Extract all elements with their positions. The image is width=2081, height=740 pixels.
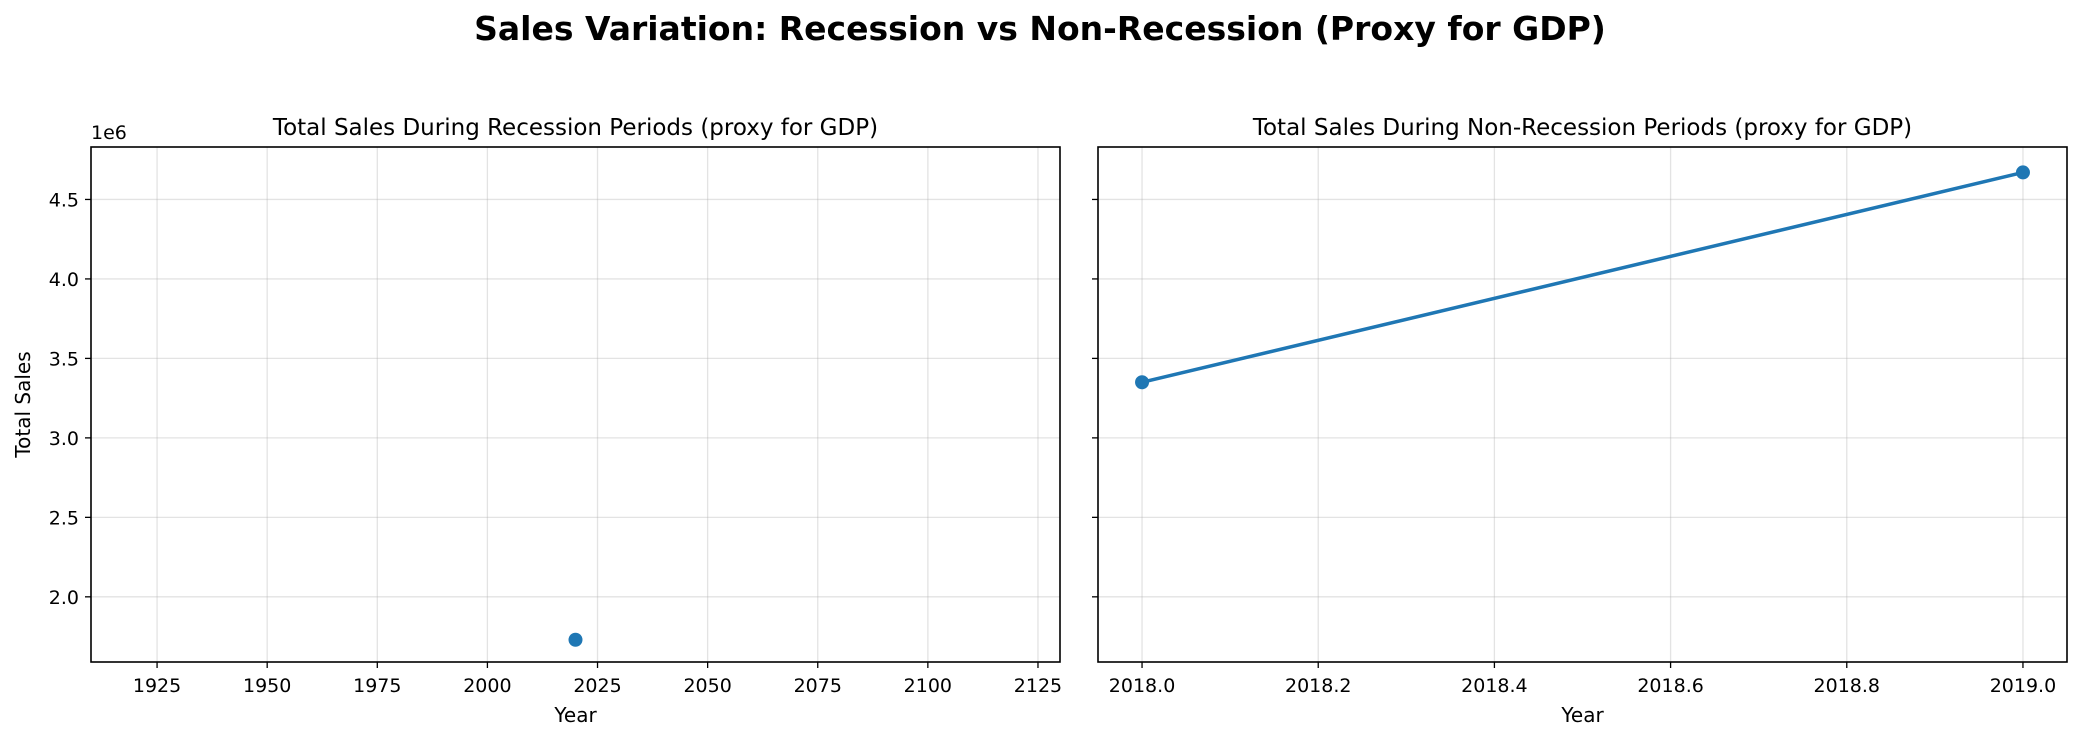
axes-frame	[1097, 146, 2068, 663]
chart-panel-1: 1925 1950 1975 2000 2025 2050 2075 2100 2125 2.0 2…	[11, 115, 1062, 727]
y-tick-label: 2.5	[49, 507, 79, 529]
y-offset-label: 1e6	[91, 122, 127, 144]
figure-title: Sales Variation: Recession vs Non-Recess…	[474, 9, 1606, 48]
x-tick-label: 2000	[463, 675, 511, 697]
x-tick-label: 2018.4	[1461, 675, 1527, 697]
x-tick-label: 2019.0	[1990, 675, 2056, 697]
y-tick-label: 4.0	[49, 269, 79, 291]
x-axis-label: Year	[553, 703, 597, 727]
y-tick-label: 3.0	[49, 428, 79, 450]
x-tick-label: 1925	[133, 675, 181, 697]
y-axis-label: Total Sales	[11, 351, 35, 458]
x-tick-label: 2018.8	[1814, 675, 1880, 697]
x-tick-label: 2025	[573, 675, 621, 697]
x-tick-label: 2075	[794, 675, 842, 697]
y-tick-label: 3.5	[49, 348, 79, 370]
x-tick-label: 2100	[904, 675, 952, 697]
x-tick-label: 1950	[243, 675, 291, 697]
subplot-title: Total Sales During Recession Periods (pr…	[272, 115, 878, 141]
x-tick-label: 2050	[683, 675, 731, 697]
axes-frame	[90, 146, 1061, 663]
x-axis-label: Year	[1560, 703, 1604, 727]
x-tick-label: 2018.2	[1285, 675, 1351, 697]
x-tick-label: 1975	[353, 675, 401, 697]
x-tick-label: 2018.6	[1637, 675, 1703, 697]
data-point	[1135, 375, 1150, 390]
y-tick-label: 2.0	[49, 587, 79, 609]
data-point	[2015, 165, 2030, 180]
data-point	[568, 632, 583, 647]
chart-panel-2: 2018.0 2018.2 2018.4 2018.6 2018.8 2019.0 Tota…	[1092, 115, 2068, 727]
x-tick-label: 2125	[1014, 675, 1062, 697]
y-tick-label: 4.5	[49, 189, 79, 211]
subplot-title: Total Sales During Non-Recession Periods…	[1252, 115, 1912, 141]
x-tick-label: 2018.0	[1109, 675, 1175, 697]
series-line	[1141, 170, 2024, 384]
